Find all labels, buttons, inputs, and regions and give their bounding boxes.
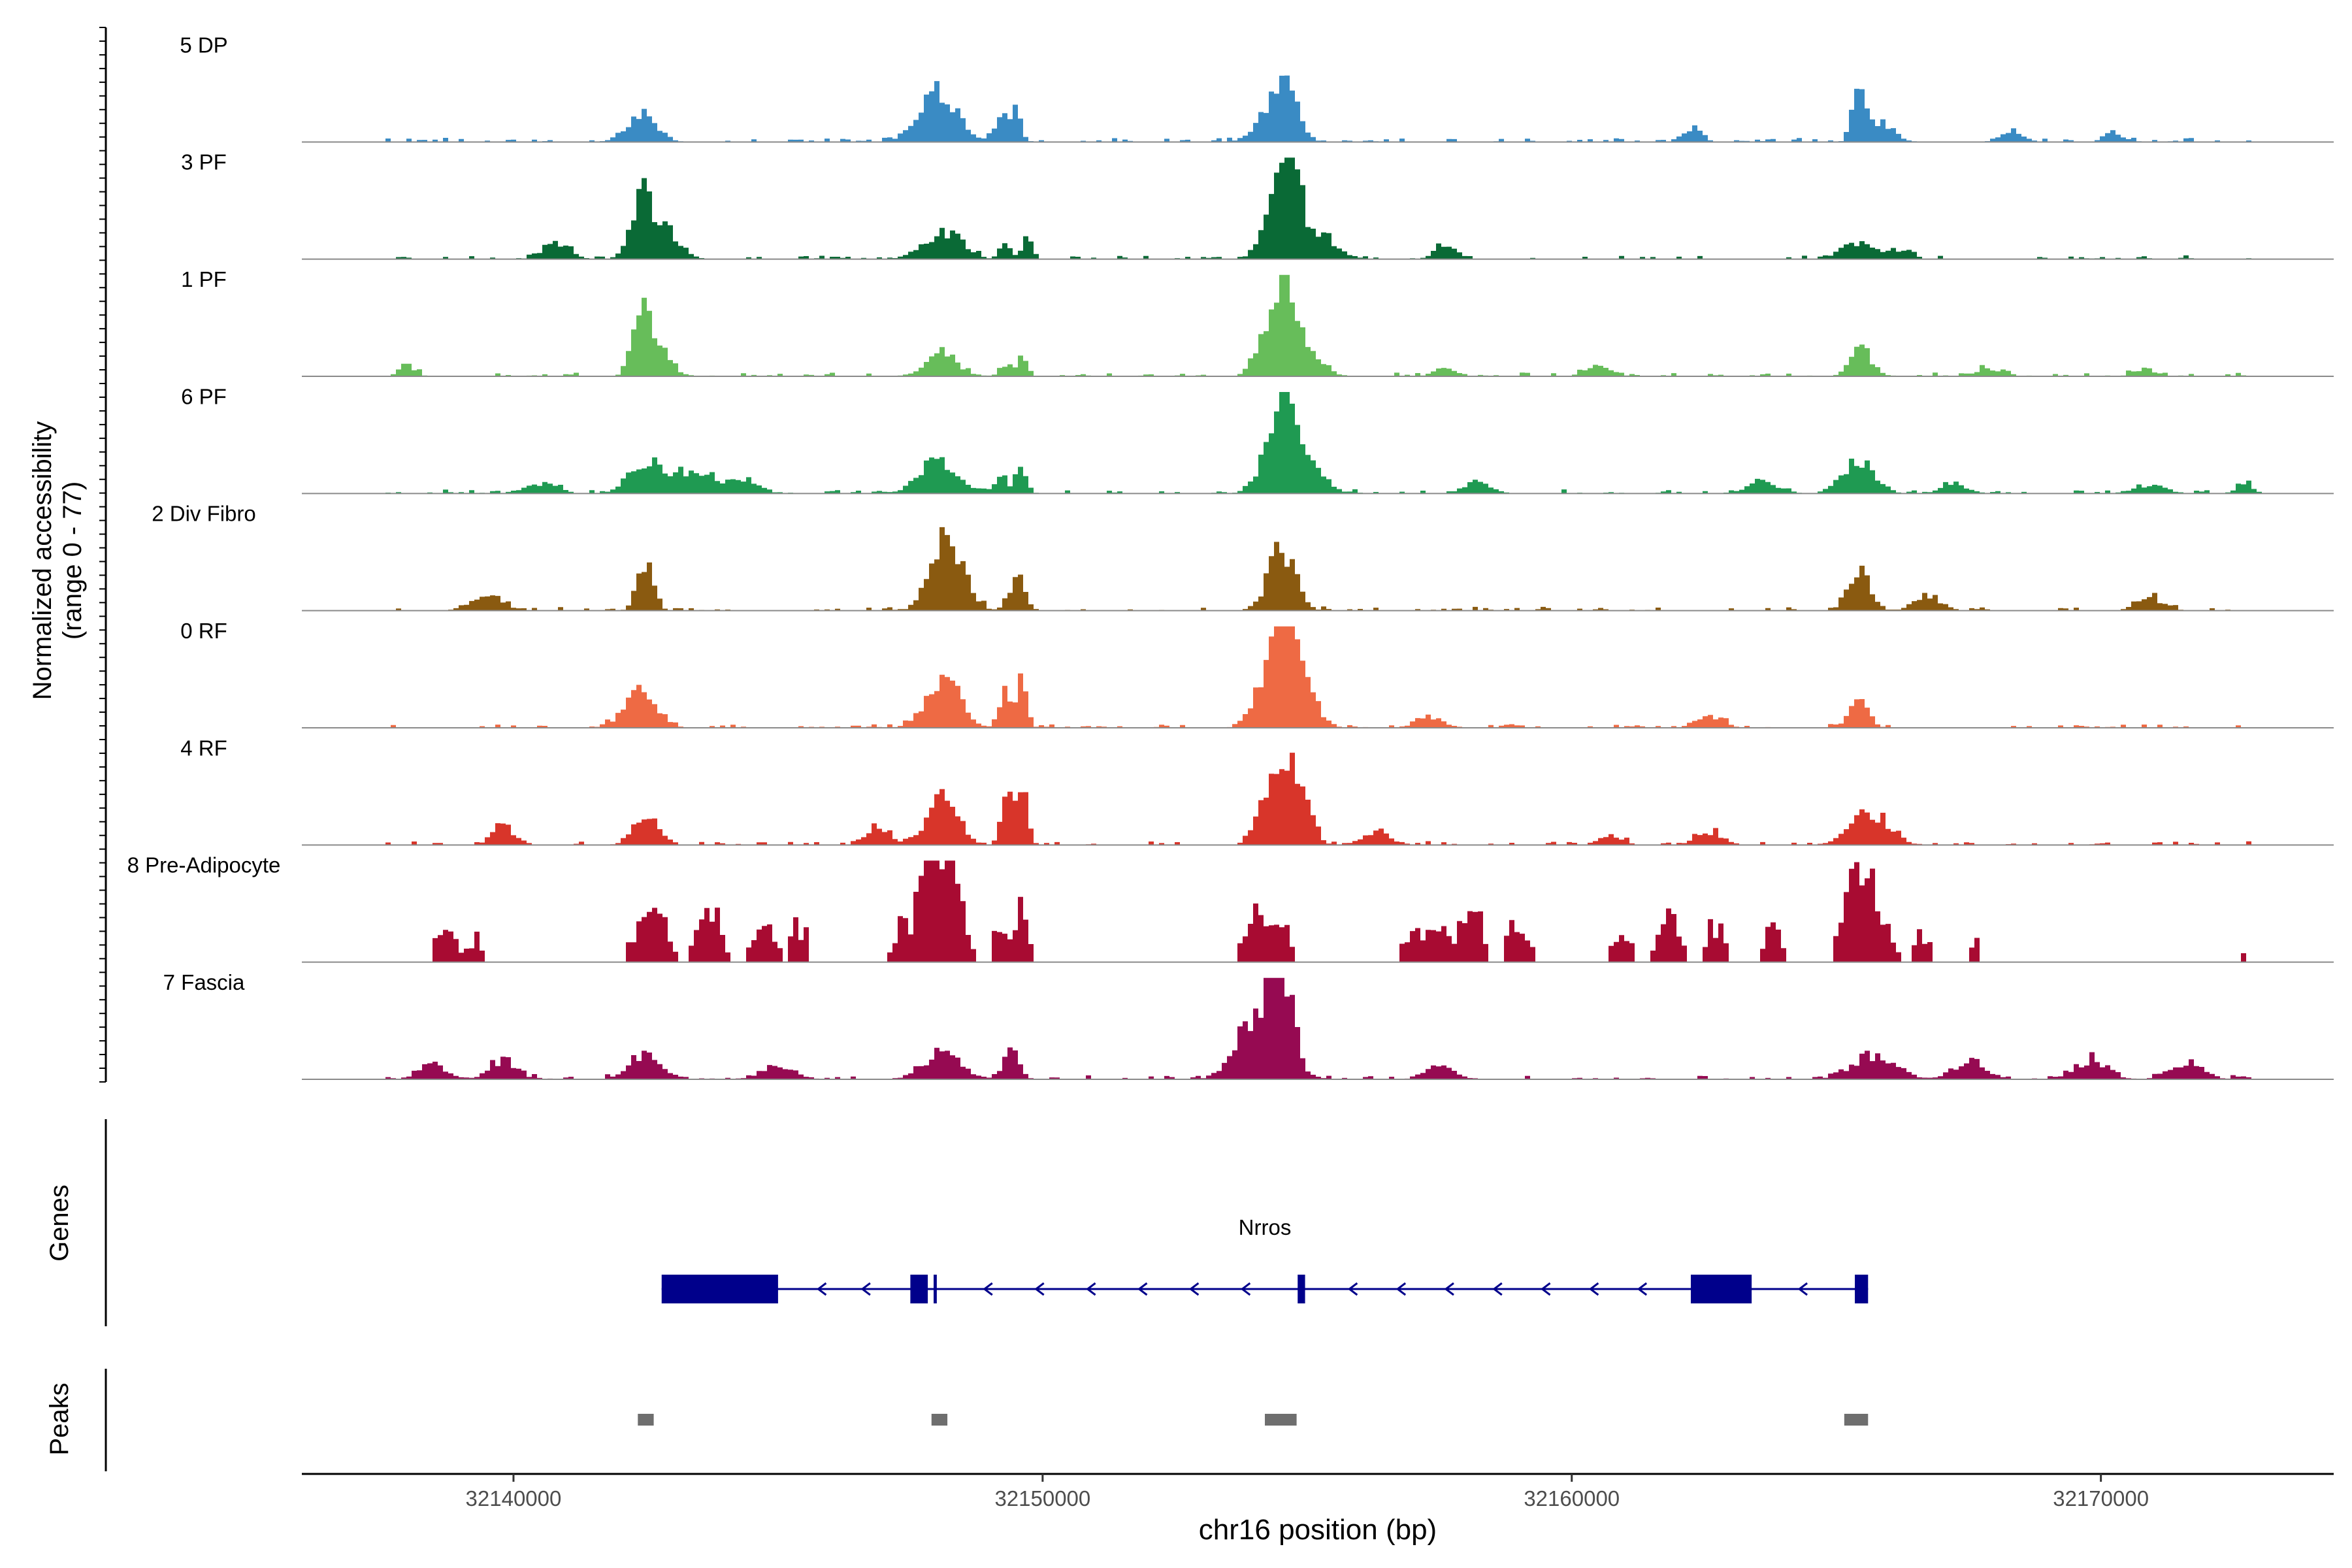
peak-region — [638, 1414, 654, 1426]
track-1: 3 PF — [181, 150, 2334, 260]
x-axis-label: chr16 position (bp) — [1199, 1514, 1437, 1546]
x-axis-tick-label: 32160000 — [1524, 1486, 1620, 1511]
track-label: 8 Pre-Adipocyte — [127, 853, 281, 877]
x-axis-tick-label: 32150000 — [994, 1486, 1090, 1511]
track-2: 1 PF — [181, 267, 2334, 377]
track-5: 0 RF — [180, 619, 2334, 728]
peak-track — [638, 1414, 1869, 1426]
track-8: 7 Fascia — [163, 970, 2334, 1080]
track-label: 1 PF — [181, 267, 227, 291]
strand-arrow — [983, 1282, 993, 1296]
coverage-area — [391, 626, 2241, 728]
strand-arrow — [1137, 1282, 1148, 1296]
strand-arrow — [860, 1282, 871, 1296]
track-label: 3 PF — [181, 150, 227, 174]
y-axis-label-line2: (range 0 - 77) — [58, 482, 87, 640]
track-3: 6 PF — [181, 384, 2334, 495]
strand-arrow — [1797, 1282, 1808, 1296]
gene-exon — [1298, 1275, 1305, 1303]
strand-arrow — [1588, 1282, 1599, 1296]
track-6: 4 RF — [180, 736, 2334, 846]
track-label: 7 Fascia — [163, 970, 245, 994]
peaks-track-label: Peaks — [45, 1382, 74, 1455]
strand-arrow — [1637, 1282, 1648, 1296]
gene-exon — [934, 1275, 937, 1303]
track-label: 5 DP — [180, 33, 227, 57]
y-axis-label-line1: Normalized accessibility — [28, 421, 57, 700]
coverage-area — [396, 157, 2251, 259]
strand-arrow — [1444, 1282, 1454, 1296]
coverage-y-axis — [99, 27, 107, 1083]
track-label: 6 PF — [181, 384, 227, 408]
strand-arrow — [1492, 1282, 1503, 1296]
x-axis-tick-label: 32170000 — [2053, 1486, 2149, 1511]
peak-region — [931, 1414, 948, 1426]
gene-name-label: Nrros — [1239, 1215, 1292, 1239]
strand-arrow — [1086, 1282, 1096, 1296]
coverage-tracks: 5 DP 3 PF 1 PF 6 PF 2 Div Fibro 0 RF 4 RF 8 Pre… — [127, 33, 2334, 1080]
track-4: 2 Div Fibro — [152, 502, 2334, 612]
gene-exon — [661, 1275, 778, 1303]
strand-arrow — [1240, 1282, 1251, 1296]
peak-region — [1844, 1414, 1869, 1426]
gene-exon — [1690, 1275, 1752, 1303]
gene-track: Nrros — [661, 1215, 1869, 1303]
gene-exon — [1855, 1275, 1869, 1303]
coverage-area — [396, 527, 2230, 611]
track-label: 4 RF — [180, 736, 227, 760]
track-label: 0 RF — [180, 619, 227, 643]
peak-region — [1265, 1414, 1297, 1426]
strand-arrow — [1188, 1282, 1200, 1296]
x-axis: 32140000 32150000 32160000 32170000 — [466, 1474, 2149, 1511]
strand-arrow — [1541, 1282, 1551, 1296]
x-axis-tick-label: 32140000 — [466, 1486, 562, 1511]
gene-exon — [910, 1275, 928, 1303]
strand-arrow — [816, 1282, 827, 1296]
track-0: 5 DP — [180, 33, 2334, 143]
genes-track-label: Genes — [45, 1184, 74, 1262]
strand-arrow — [1396, 1282, 1407, 1296]
strand-arrow — [1034, 1282, 1045, 1296]
strand-arrow — [1347, 1282, 1358, 1296]
track-7: 8 Pre-Adipocyte — [127, 853, 2334, 963]
track-label: 2 Div Fibro — [152, 502, 256, 526]
